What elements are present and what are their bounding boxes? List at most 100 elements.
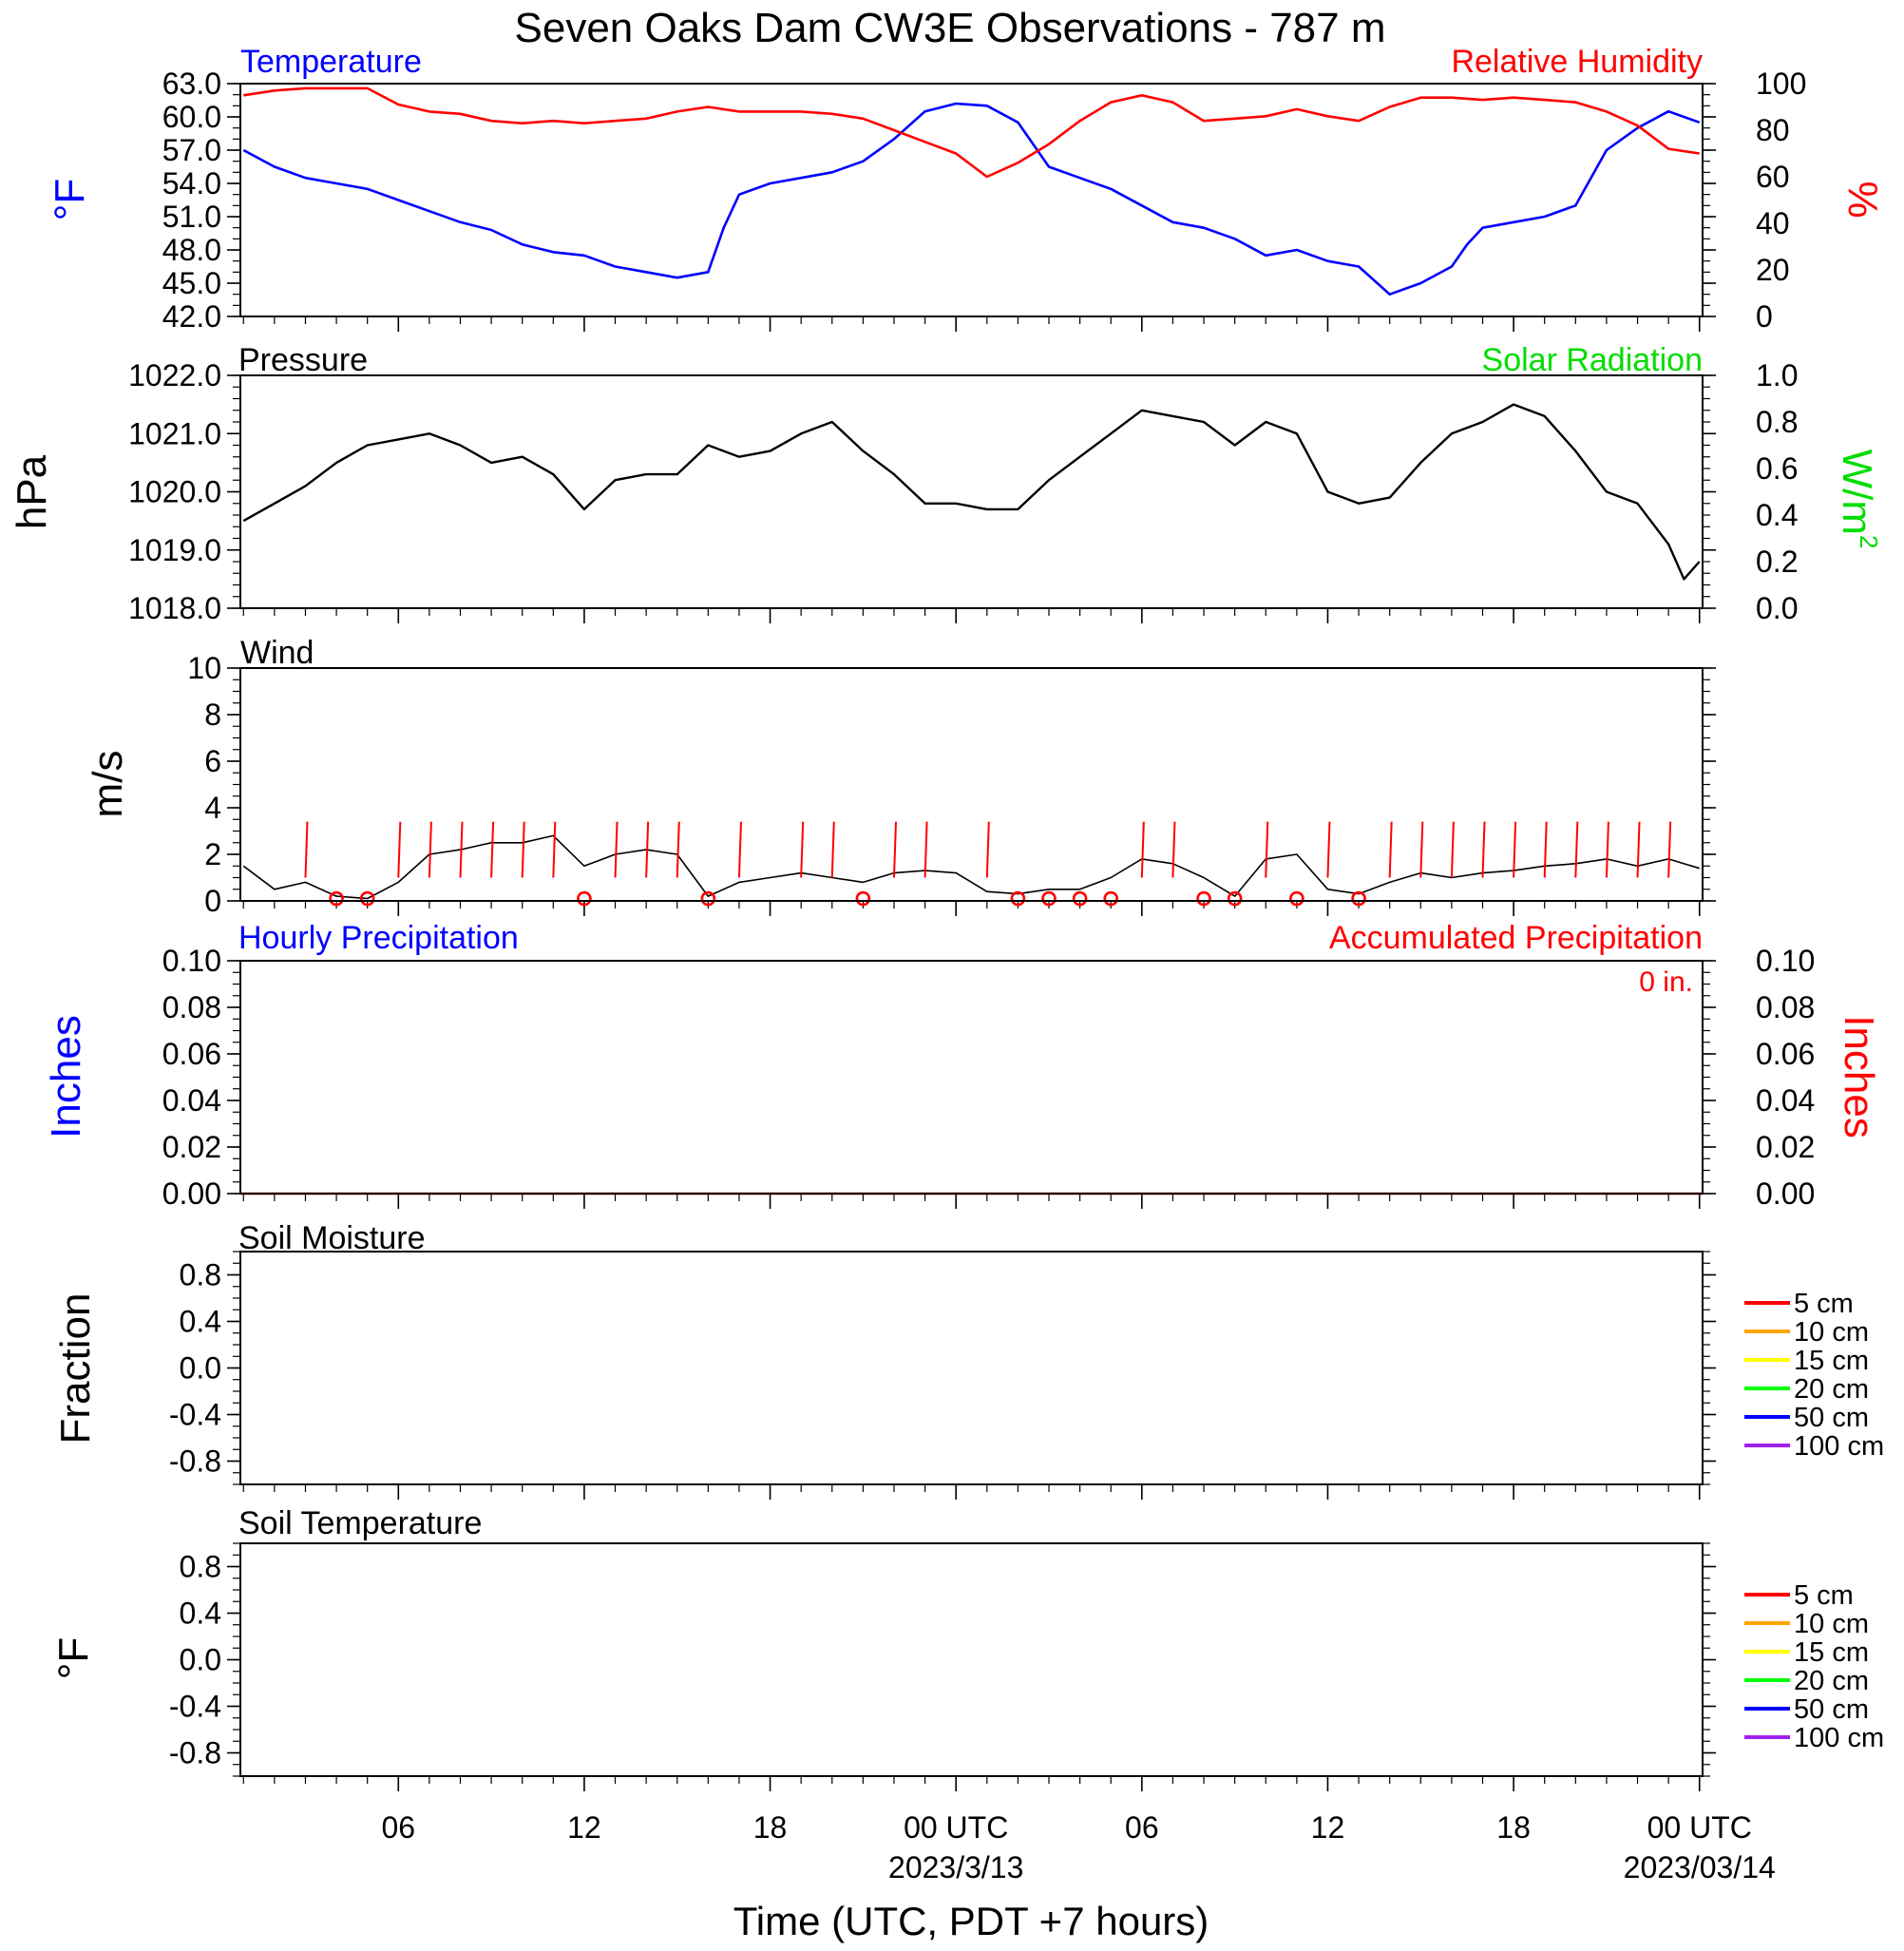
accum-precip-axis-label: Inches [1836,1015,1882,1138]
calm-marker [577,890,592,907]
calm-marker [329,890,344,907]
y-tick-label-left: 0.0 [180,1351,221,1386]
wind-barbs [304,821,1672,878]
temperature-series [242,102,1701,296]
y-tick-label-left: 1022.0 [128,358,221,392]
y-tick-label-left: 10 [187,651,221,685]
y-tick-label-left: 0.02 [162,1130,221,1164]
accum-precip-total: 0 in. [1639,966,1693,998]
wind-barb [1140,821,1145,878]
y-tick-label-left: 60.0 [162,100,221,134]
x-axis-label: Time (UTC, PDT +7 hours) [733,1899,1209,1943]
calm-marker [1196,890,1211,907]
legend-label: 100 cm [1794,1723,1884,1753]
calm-marker [1103,890,1119,907]
wind-barb [397,821,402,878]
temperature-axis-label: °F [47,179,93,220]
calm-marker [1351,890,1366,907]
wind-barb [676,821,680,878]
wind-barb [1605,821,1609,878]
x-tick-label: 06 [381,1810,415,1845]
pressure-title: Pressure [238,342,368,378]
legend-label: 20 cm [1794,1374,1869,1405]
pressure-solar-frame [239,374,1704,609]
y-tick-label-right: 80 [1756,113,1790,147]
legend-label: 50 cm [1794,1403,1869,1433]
y-tick-label-right: 1.0 [1756,358,1798,392]
soil-moisture-title: Soil Moisture [238,1220,426,1256]
soil-temperature-axes: 0.8 0.4 0.0 -0.4 -0.8 [169,1542,1716,1791]
y-tick-label-left: 1019.0 [128,533,221,567]
accum-precip-title: Accumulated Precipitation [1329,920,1703,956]
y-tick-label-left: 54.0 [162,166,221,201]
panel-precipitation: Hourly Precipitation Accumulated Precipi… [43,920,1882,1211]
hourly-precip-title: Hourly Precipitation [238,920,519,956]
y-tick-label-left: 0.4 [180,1305,221,1339]
temperature-title: Temperature [240,44,422,80]
y-tick-label-right: 0.02 [1756,1130,1815,1164]
calm-marker [1072,890,1088,907]
legend-label: 20 cm [1794,1666,1869,1696]
y-tick-label-left: 2 [204,837,221,871]
humidity-title: Relative Humidity [1451,44,1703,80]
legend-label: 5 cm [1794,1580,1854,1611]
x-tick-label: 00 UTC [1647,1810,1752,1845]
temperature-line [242,102,1701,296]
y-tick-label-right: 0.6 [1756,451,1798,486]
y-tick-label-right: 0.8 [1756,405,1798,439]
wind-barb [1574,821,1579,878]
wind-frame [239,667,1704,902]
solar-axis-unit-superscript: 2 [1855,535,1883,548]
wind-barb [923,821,928,878]
wind-barb [1171,821,1176,878]
wind-barb [490,821,495,878]
wind-barb [645,821,650,878]
panel-temperature-humidity: Temperature Relative Humidity °F % 63.06… [47,44,1886,334]
calm-markers [329,890,1366,907]
wind-barb [428,821,432,878]
x-date-label: 2023/3/13 [888,1850,1023,1884]
legend-label: 10 cm [1794,1609,1869,1639]
legend-label: 10 cm [1794,1317,1869,1348]
wind-barb [737,821,742,878]
wind-barb [1326,821,1331,878]
y-tick-label-right: 0.0 [1756,591,1798,625]
wind-barb [1513,821,1517,878]
y-tick-label-left: 4 [204,791,221,825]
wind-speed-line [242,834,1700,900]
y-tick-label-right: 40 [1756,206,1790,240]
calm-marker [1041,890,1057,907]
y-tick-label-left: 63.0 [162,67,221,101]
calm-marker [359,890,375,907]
soil-moisture-axes: 0.8 0.4 0.0 -0.4 -0.8 [169,1251,1716,1500]
solar-axis-unit: W/m [1834,449,1880,535]
pressure-series [242,403,1701,581]
wind-barb [985,821,990,878]
y-tick-label-left: -0.4 [169,1690,221,1724]
hourly-precip-axis-label: Inches [43,1015,89,1138]
y-tick-label-right: 0.00 [1756,1176,1815,1211]
y-tick-label-right: 20 [1756,253,1790,287]
y-tick-label-left: 6 [204,744,221,778]
x-tick-label: 00 UTC [904,1810,1008,1845]
panel-soil-temperature: Soil Temperature °F 0.8 0.4 0.0 -0.4 -0.8 5 … [50,1505,1884,1791]
calm-marker [1227,890,1243,907]
y-tick-label-right: 0.08 [1756,990,1815,1024]
y-tick-label-left: 0.8 [180,1258,221,1292]
x-tick-label: 06 [1125,1810,1159,1845]
y-tick-label-left: 1018.0 [128,591,221,625]
wind-barb [1636,821,1641,878]
humidity-series [243,86,1700,179]
soil-temperature-title: Soil Temperature [238,1505,482,1541]
y-tick-label-left: 0.08 [162,990,221,1024]
time-axis: 06 12 18 00 UTC 2023/3/13 06 12 18 00 UTC 2023/03… [381,1810,1775,1884]
y-tick-label-left: 1021.0 [128,416,221,450]
calm-marker [855,890,871,907]
y-tick-label-left: 0.8 [180,1550,221,1584]
wind-barb [614,821,619,878]
y-tick-label-right: 0.10 [1756,944,1815,978]
wind-barb [892,821,897,878]
wind-barb [1667,821,1672,878]
